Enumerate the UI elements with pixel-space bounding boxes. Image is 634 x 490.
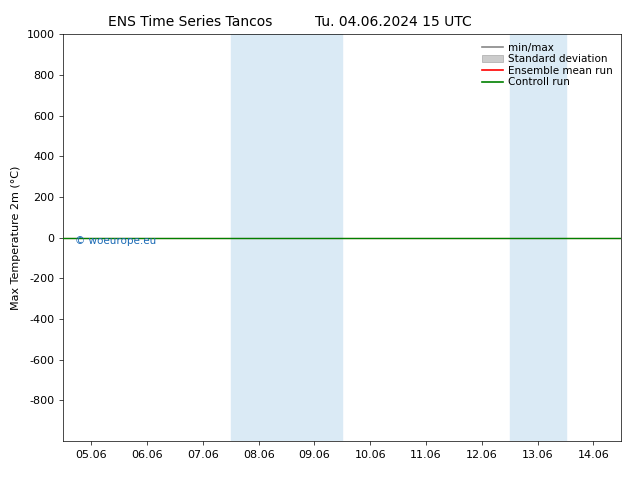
Text: ENS Time Series Tancos: ENS Time Series Tancos	[108, 15, 273, 29]
Text: Tu. 04.06.2024 15 UTC: Tu. 04.06.2024 15 UTC	[314, 15, 472, 29]
Text: © woeurope.eu: © woeurope.eu	[75, 236, 156, 245]
Legend: min/max, Standard deviation, Ensemble mean run, Controll run: min/max, Standard deviation, Ensemble me…	[479, 40, 616, 91]
Bar	[231, 34, 342, 441]
Y-axis label: Max Temperature 2m (°C): Max Temperature 2m (°C)	[11, 166, 21, 310]
Bar	[510, 34, 566, 441]
